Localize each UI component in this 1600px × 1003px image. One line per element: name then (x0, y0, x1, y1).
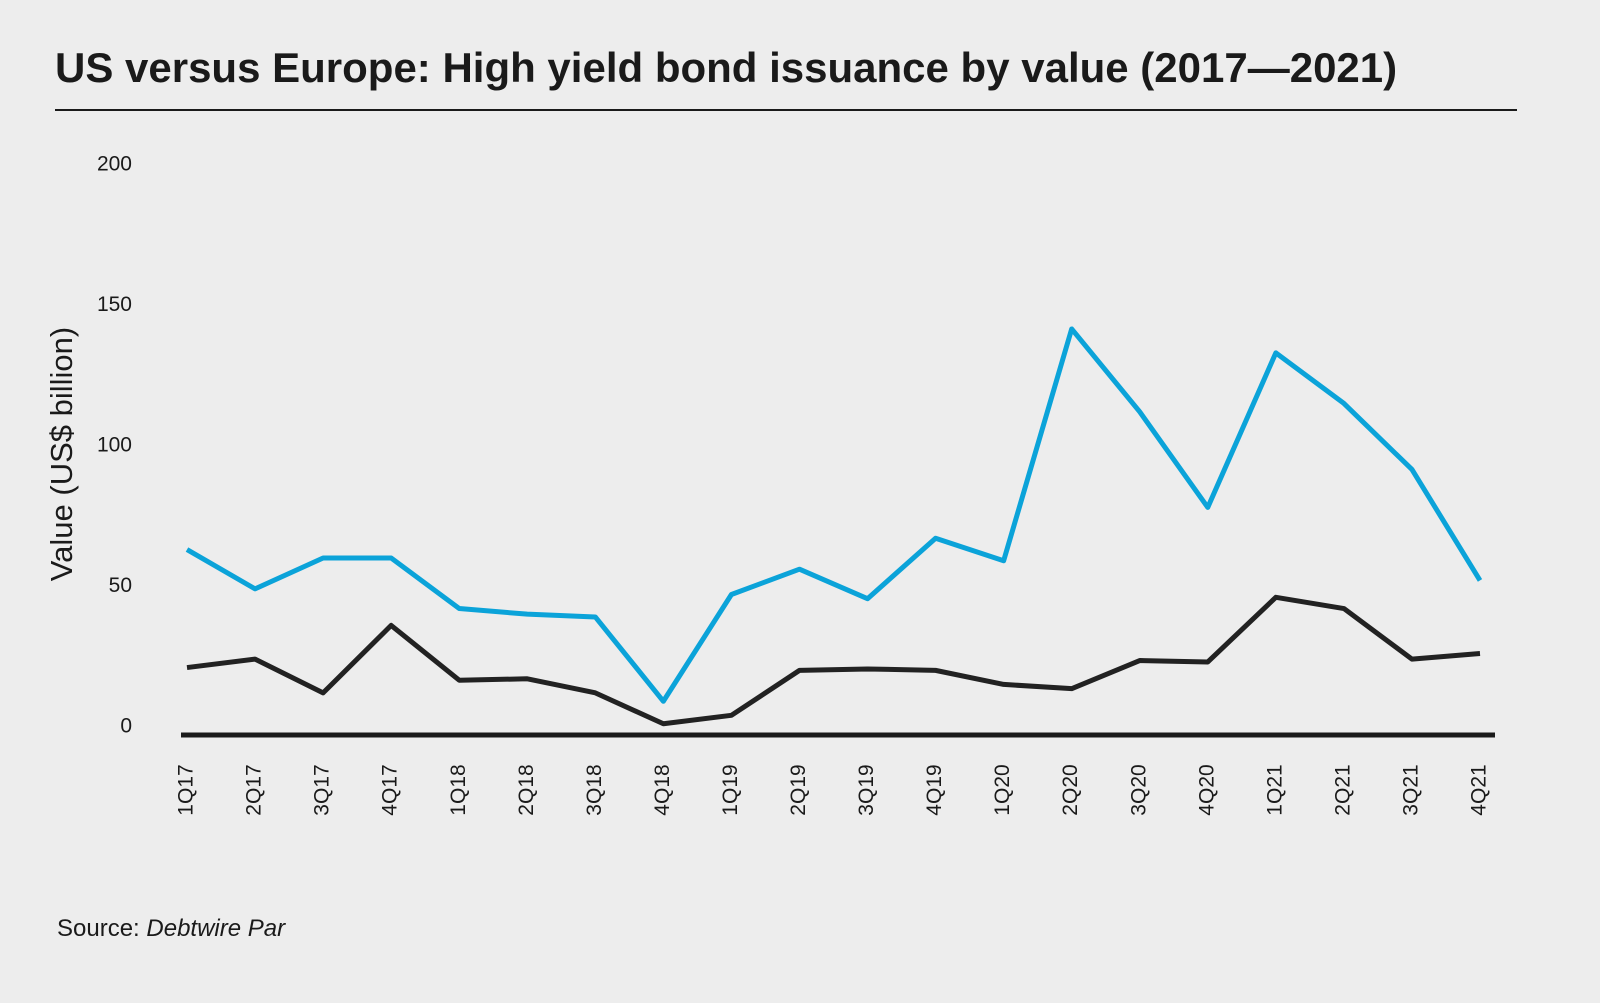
y-tick-label: 150 (97, 293, 132, 316)
source-name: Debtwire Par (146, 915, 286, 942)
chart-title: US versus Europe: High yield bond issuan… (55, 44, 1397, 91)
source: Source: Debtwire Par (57, 915, 286, 942)
x-tick-label: 3Q17 (311, 764, 334, 815)
series-line (186, 594, 1481, 727)
x-tick-label: 2Q19 (787, 764, 810, 815)
x-tick-label: 3Q18 (583, 764, 606, 815)
x-tick-label: 4Q18 (651, 764, 674, 815)
x-tick-label: 1Q20 (991, 764, 1014, 815)
x-tick-label: 1Q18 (447, 764, 470, 815)
x-tick-label: 4Q20 (1195, 764, 1218, 815)
x-tick-label: 1Q17 (175, 764, 198, 815)
y-tick-label: 0 (120, 715, 132, 738)
series-line (185, 326, 1483, 704)
x-tick-label: 2Q18 (515, 764, 538, 815)
x-tick-label: 3Q20 (1127, 764, 1150, 815)
source-label: Source: (57, 915, 140, 942)
x-tick-label: 4Q19 (923, 764, 946, 815)
y-tick-label: 200 (97, 153, 132, 176)
x-tick-label: 4Q21 (1468, 764, 1491, 815)
x-tick-label: 3Q19 (855, 764, 878, 815)
x-tick-label: 2Q17 (243, 764, 266, 815)
x-tick-label: 3Q21 (1399, 764, 1422, 815)
x-tick-label: 2Q20 (1059, 764, 1082, 815)
x-tick-label: 4Q17 (379, 764, 402, 815)
x-tick-label: 1Q21 (1263, 764, 1286, 815)
y-axis-label: Value (US$ billion) (44, 327, 79, 581)
x-tick-label: 1Q19 (719, 764, 742, 815)
y-tick-label: 100 (97, 434, 132, 457)
x-tick-label: 2Q21 (1331, 764, 1354, 815)
y-tick-label: 50 (109, 574, 132, 597)
